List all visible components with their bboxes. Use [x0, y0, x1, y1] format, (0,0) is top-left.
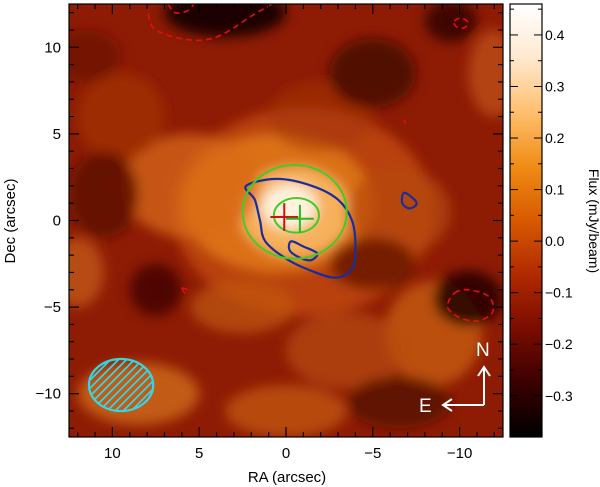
colorbar-tick-label: 0.3 [545, 78, 565, 94]
compass-east-arrowhead [441, 398, 453, 412]
beam-hatch-line [100, 359, 154, 412]
beam-hatch-line [108, 359, 154, 412]
colorbar-ticks: 0.4 0.3 0.2 0.1 0.0 −0.1 −0.2 −0.3 [510, 8, 573, 423]
contour-layer [146, 4, 495, 322]
colorbar-tick-label: 0.2 [545, 130, 565, 146]
heat-blob [69, 237, 104, 308]
colorbar-title: Flux (mJy/beam) [586, 169, 600, 273]
beam-hatch-line [88, 359, 142, 412]
beam-hatch-line [92, 359, 154, 412]
compass: N E [419, 340, 491, 417]
compass-north-label: N [476, 340, 490, 361]
blue-contour [287, 240, 319, 262]
heat-blob [69, 151, 139, 238]
red-dashed-contour [403, 119, 407, 124]
beam-hatching [88, 359, 154, 412]
tick-labels: 10 5 0 −5 −10 −10 −5 0 5 10 [36, 39, 473, 462]
heat-blob [329, 38, 417, 108]
heat-blob [424, 4, 477, 43]
beam-ellipse [87, 357, 155, 413]
x-axis-title: RA (arcsec) [248, 469, 326, 486]
heat-blob [190, 281, 295, 334]
colorbar-tick-label: −0.1 [545, 285, 573, 301]
colorbar-tick-label: 0.4 [545, 27, 565, 43]
y-tick-label: 5 [53, 126, 61, 143]
heat-blob [129, 263, 182, 316]
heat-blob [468, 29, 503, 117]
heat-blob [329, 237, 417, 290]
beam-outline [87, 357, 155, 413]
blue-contour [400, 191, 418, 210]
colorbar [509, 3, 543, 438]
compass-east-label: E [419, 396, 432, 417]
beam-hatch-line [88, 359, 154, 412]
y-tick-label: 0 [53, 213, 61, 230]
y-axis-title: Dec (arcsec) [2, 178, 19, 263]
x-tick-label: −5 [364, 445, 381, 462]
y-tick-label: −5 [44, 299, 61, 316]
y-tick-label: −10 [36, 386, 61, 403]
heat-blob [261, 184, 318, 230]
heatmap-area: N E [69, 4, 503, 437]
colorbar-tick-label: −0.2 [545, 336, 573, 352]
heat-blob [225, 384, 347, 437]
red-dashed-contour [146, 4, 273, 42]
red-dashed-contour [453, 17, 470, 30]
y-tick-label: 10 [44, 39, 61, 56]
compass-north-arrowhead [477, 365, 491, 377]
heat-blob [346, 376, 451, 429]
red-dashed-contour [167, 4, 195, 14]
colorbar-tick-label: 0.0 [545, 233, 565, 249]
axis-ticks [69, 4, 503, 437]
x-tick-label: −10 [447, 445, 472, 462]
colorbar-tick-label: 0.1 [545, 182, 565, 198]
overlay-layer [241, 163, 348, 260]
x-tick-label: 0 [282, 445, 290, 462]
beam-hatch-line [88, 359, 154, 412]
green-error-ellipse [272, 196, 320, 234]
green-error-ellipse [241, 163, 348, 260]
heat-blob [433, 270, 503, 327]
blue-contour [244, 177, 357, 279]
beam-hatch-line [88, 359, 150, 412]
red-dashed-contour [181, 287, 188, 294]
heatmap-blobs [69, 4, 503, 437]
heat-blob [346, 168, 451, 256]
beam-hatch-line [88, 359, 134, 412]
heat-blob [77, 73, 165, 160]
x-tick-label: 5 [195, 445, 203, 462]
heat-blob [121, 133, 260, 238]
red-dashed-contour [446, 288, 495, 322]
heat-blob [69, 29, 122, 82]
x-tick-label: 10 [104, 445, 121, 462]
heat-blob [286, 312, 408, 389]
colorbar-tick-label: −0.3 [545, 388, 573, 404]
heat-blob [164, 4, 286, 37]
